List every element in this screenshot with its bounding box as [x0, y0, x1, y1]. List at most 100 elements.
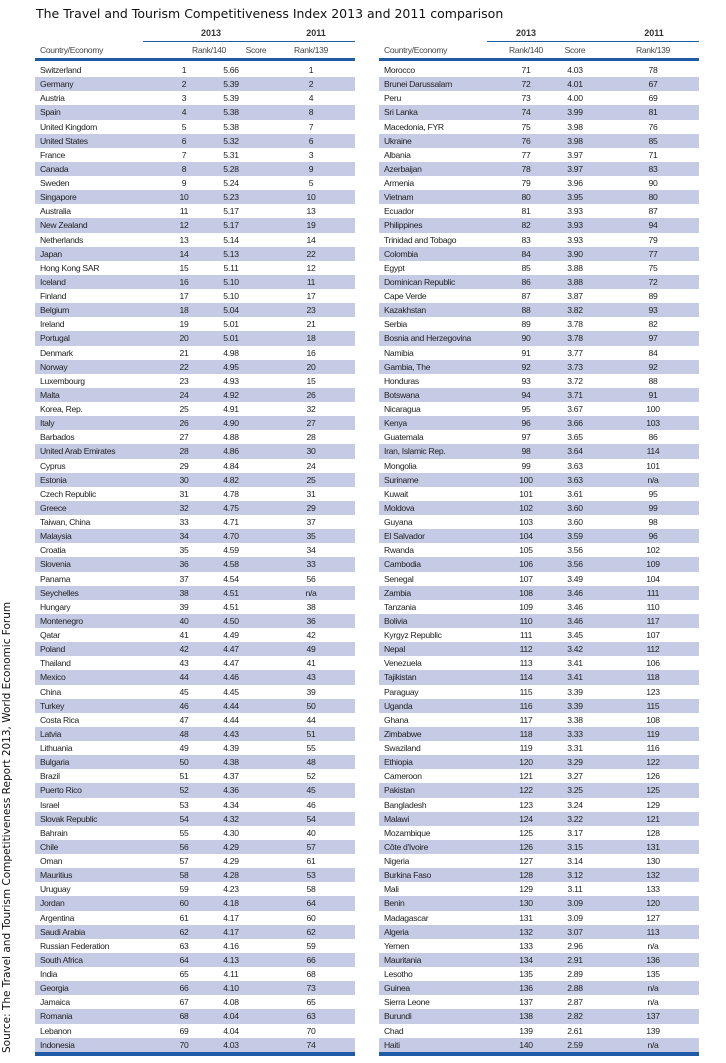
table-row: Uruguay 59 4.23 58: [35, 882, 355, 896]
table-row: Algeria 132 3.07 113: [379, 924, 699, 939]
country-cell: Philippines: [384, 220, 423, 231]
score-2013-cell: 3.73: [567, 361, 583, 372]
score-2013-cell: 3.38: [567, 714, 583, 725]
country-cell: Paraguay: [384, 686, 419, 697]
rank-2011-cell: 7: [308, 121, 314, 132]
country-cell: Luxembourg: [40, 375, 85, 386]
rank-2011-cell: 22: [306, 248, 316, 259]
score-2013-cell: 4.04: [223, 1011, 239, 1022]
score-2013-cell: 4.01: [567, 79, 583, 90]
score-2013-cell: 4.11: [223, 969, 239, 979]
score-2013-cell: 4.54: [223, 573, 239, 584]
rank-2011-cell: 66: [306, 954, 316, 965]
rank-2011-cell: 28: [306, 432, 316, 443]
country-cell: Malawi: [384, 813, 409, 824]
table-row: United Kingdom 5 5.38 7: [35, 120, 355, 134]
rank-2013-cell: 5: [181, 121, 187, 132]
score-2013-cell: 4.49: [223, 630, 239, 640]
rank-2013-cell: 117: [519, 714, 533, 725]
table-row: Hong Kong SAR 15 5.11 12: [35, 261, 355, 275]
country-cell: Ecuador: [384, 206, 414, 217]
rank-2011-cell: 6: [308, 135, 314, 146]
rank-2011-cell: 31: [306, 488, 316, 499]
rank-2011-cell: 41: [306, 658, 316, 669]
table-row: Hungary 39 4.51 38: [35, 600, 355, 614]
score-2013-cell: 3.63: [567, 460, 583, 471]
rank-2011-cell: 51: [306, 728, 316, 739]
score-2013-cell: 3.67: [567, 404, 583, 414]
score-2013-cell: 2.87: [567, 997, 583, 1008]
rank-2013-cell: 122: [519, 785, 533, 796]
rank-2011-cell: 117: [646, 615, 660, 626]
table-row: Slovenia 36 4.58 33: [35, 557, 355, 572]
rank-2011-cell: 76: [648, 121, 658, 132]
score-2013-cell: 3.88: [567, 276, 583, 287]
rank-2011-cell: 4: [308, 93, 314, 104]
score-2013-cell: 5.17: [223, 220, 239, 231]
table-row: Vietnam 80 3.95 80: [379, 190, 699, 205]
table-row: Thailand 43 4.47 41: [35, 656, 355, 670]
rank-2013-cell: 111: [519, 630, 533, 640]
rank-2011-cell: 72: [648, 276, 658, 287]
table-row: Estonia 30 4.82 25: [35, 472, 355, 487]
rank-2013-cell: 64: [179, 954, 189, 965]
score-2013-cell: 3.90: [567, 248, 583, 259]
rank-2011-cell: 50: [306, 700, 316, 711]
country-cell: Indonesia: [40, 1039, 75, 1050]
rank-2011-cell: 70: [306, 1025, 316, 1036]
rank-2011-cell: 9: [308, 163, 314, 174]
score-2013-cell: 4.43: [223, 728, 239, 739]
score-2013-cell: 3.22: [567, 813, 583, 824]
country-cell: Montenegro: [40, 615, 83, 626]
table-row: United States 6 5.32 6: [35, 133, 355, 148]
table-row: Austria 3 5.39 4: [35, 91, 355, 105]
table-row: Namibia 91 3.77 84: [379, 346, 699, 360]
rank-2011-cell: 109: [646, 559, 660, 570]
rank-2013-cell: 124: [519, 813, 533, 824]
rank-2013-cell: 126: [519, 841, 533, 852]
rank-2011-cell: 60: [306, 912, 316, 923]
score-2013-cell: 3.63: [567, 474, 583, 485]
score-2013-cell: 4.71: [223, 517, 239, 527]
score-2013-cell: 4.47: [223, 658, 239, 669]
rank-2013-cell: 26: [179, 418, 189, 429]
score-2013-cell: 5.13: [223, 248, 239, 259]
country-cell: Croatia: [40, 545, 66, 556]
rank-2013-cell: 63: [179, 940, 189, 951]
table-row: Burkina Faso 128 3.12 132: [379, 868, 699, 883]
score-2013-cell: 3.56: [567, 559, 583, 570]
table-row: Mexico 44 4.46 43: [35, 670, 355, 685]
rank-2011-cell: 113: [646, 926, 660, 937]
country-cell: Gambia, The: [384, 361, 431, 372]
score-2013-cell: 4.03: [223, 1039, 239, 1050]
table-row: Ukraine 76 3.98 85: [379, 133, 699, 148]
country-cell: Yemen: [384, 940, 409, 951]
country-cell: Greece: [40, 502, 67, 513]
rank-2013-cell: 99: [521, 460, 531, 471]
rank-2011-cell: 58: [306, 884, 316, 895]
country-cell: Mozambique: [384, 827, 431, 838]
score-2013-cell: 5.31: [223, 149, 239, 160]
table-row: Swaziland 119 3.31 116: [379, 741, 699, 755]
rank-2013-cell: 67: [179, 997, 189, 1008]
table-row: Brazil 51 4.37 52: [35, 769, 355, 783]
score-2013-cell: 3.09: [567, 912, 583, 923]
rank-2011-cell: 106: [646, 658, 660, 669]
col-score: Score: [245, 45, 267, 55]
table-row: Japan 14 5.13 22: [35, 246, 355, 261]
table-row: Bahrain 55 4.30 40: [35, 826, 355, 840]
country-cell: Finland: [40, 291, 67, 301]
rank-2013-cell: 128: [519, 870, 533, 881]
score-2013-cell: 5.38: [223, 121, 239, 132]
country-cell: Japan: [40, 248, 62, 259]
rank-2011-cell: 112: [646, 644, 660, 655]
rank-2013-cell: 4: [181, 107, 187, 118]
score-2013-cell: 3.60: [567, 502, 583, 513]
score-2013-cell: 3.31: [567, 743, 583, 753]
table-row: Switzerland 1 5.66 1: [35, 63, 355, 77]
score-2013-cell: 5.10: [223, 276, 239, 287]
rank-2013-cell: 77: [521, 149, 531, 160]
table-row: Tanzania 109 3.46 110: [379, 600, 699, 614]
rank-2011-cell: 101: [646, 460, 660, 471]
rank-2013-cell: 74: [521, 107, 531, 118]
